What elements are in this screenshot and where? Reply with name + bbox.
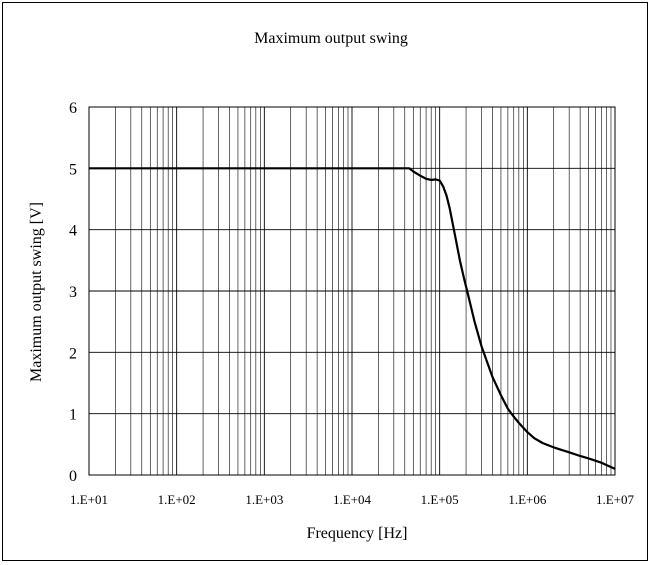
y-tick-labels: 0 1 2 3 4 5 6 — [69, 100, 77, 485]
y-tick-label: 4 — [69, 223, 77, 240]
y-tick-label: 5 — [69, 161, 77, 178]
x-tick-label: 1.E+07 — [596, 492, 635, 507]
y-axis-label: Maximum output swing [V] — [28, 202, 45, 382]
y-tick-label: 6 — [69, 100, 77, 117]
x-tick-label: 1.E+05 — [421, 492, 459, 507]
chart-title: Maximum output swing — [254, 30, 408, 47]
y-tick-label: 0 — [69, 468, 77, 485]
x-axis-label: Frequency [Hz] — [307, 525, 408, 542]
series-line-output-swing — [89, 167, 616, 470]
x-tick-label: 1.E+02 — [158, 492, 196, 507]
y-tick-label: 2 — [69, 345, 77, 362]
x-tick-label: 1.E+03 — [245, 492, 283, 507]
x-tick-label: 1.E+01 — [70, 492, 108, 507]
y-tick-label: 3 — [69, 284, 77, 301]
y-tick-label: 1 — [69, 407, 77, 424]
chart-svg: Maximum output swing 1.E+01 1.E+02 1.E+03 1… — [28, 30, 635, 542]
plot-area — [88, 106, 616, 476]
x-tick-labels: 1.E+01 1.E+02 1.E+03 1.E+04 1.E+05 1.E+06 1.E+… — [70, 492, 635, 507]
x-tick-label: 1.E+04 — [333, 492, 372, 507]
x-tick-label: 1.E+06 — [508, 492, 547, 507]
